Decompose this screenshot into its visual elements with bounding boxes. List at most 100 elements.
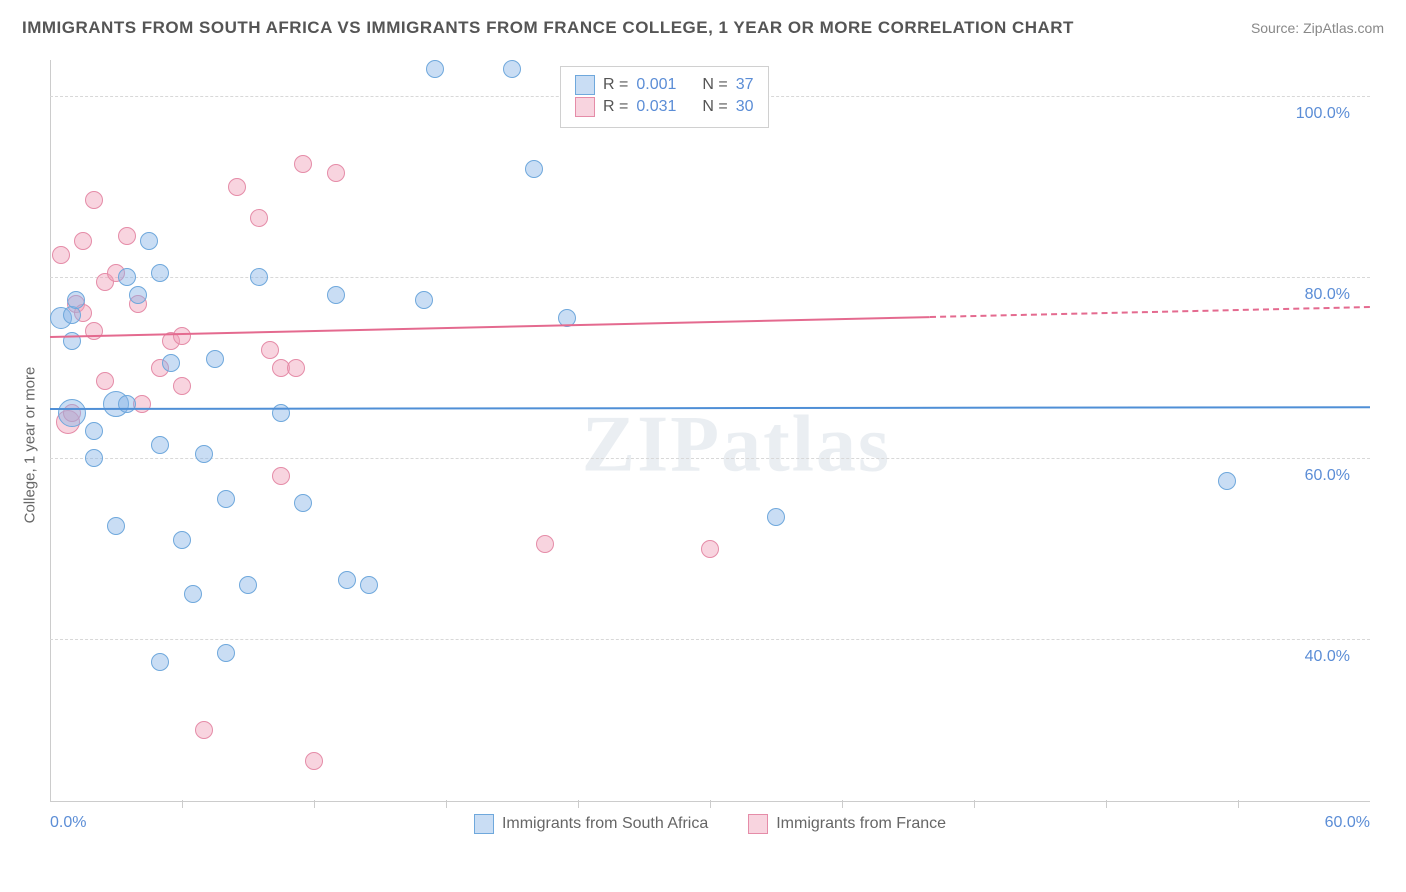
chart-header: IMMIGRANTS FROM SOUTH AFRICA VS IMMIGRAN… bbox=[22, 18, 1384, 38]
gridline bbox=[50, 639, 1370, 640]
watermark-text: ZIPatlas bbox=[582, 400, 891, 491]
data-point bbox=[360, 576, 378, 594]
legend-item: Immigrants from South Africa bbox=[474, 814, 708, 834]
data-point bbox=[261, 341, 279, 359]
data-point bbox=[525, 160, 543, 178]
data-point bbox=[272, 467, 290, 485]
chart-title: IMMIGRANTS FROM SOUTH AFRICA VS IMMIGRAN… bbox=[22, 18, 1074, 38]
legend-n-label: N = bbox=[702, 76, 727, 94]
legend-series-name: Immigrants from France bbox=[776, 815, 946, 833]
data-point bbox=[767, 508, 785, 526]
data-point bbox=[63, 332, 81, 350]
x-tick-mark bbox=[1106, 800, 1107, 808]
data-point bbox=[151, 436, 169, 454]
legend-series-name: Immigrants from South Africa bbox=[502, 815, 708, 833]
x-tick-mark bbox=[710, 800, 711, 808]
data-point bbox=[67, 291, 85, 309]
source-attribution: Source: ZipAtlas.com bbox=[1251, 20, 1384, 36]
correlation-scatter-chart: College, 1 year or more ZIPatlas 40.0%60… bbox=[50, 60, 1370, 830]
y-axis-line bbox=[50, 60, 51, 802]
data-point bbox=[195, 445, 213, 463]
data-point bbox=[173, 327, 191, 345]
legend-swatch bbox=[474, 814, 494, 834]
trend-line bbox=[50, 407, 1370, 411]
x-tick-mark bbox=[446, 800, 447, 808]
legend-swatch bbox=[575, 97, 595, 117]
data-point bbox=[74, 232, 92, 250]
legend-swatch bbox=[748, 814, 768, 834]
legend-n-value: 30 bbox=[736, 98, 754, 116]
y-tick-label: 80.0% bbox=[1305, 286, 1350, 304]
series-legend: Immigrants from South Africa Immigrants f… bbox=[50, 814, 1370, 834]
data-point bbox=[118, 227, 136, 245]
data-point bbox=[701, 540, 719, 558]
legend-stats-row: R = 0.001 N = 37 bbox=[575, 75, 754, 95]
legend-r-label: R = bbox=[603, 98, 628, 116]
legend-item: Immigrants from France bbox=[748, 814, 946, 834]
data-point bbox=[426, 60, 444, 78]
data-point bbox=[250, 268, 268, 286]
data-point bbox=[338, 571, 356, 589]
plot-area: ZIPatlas 40.0%60.0%80.0%100.0%0.0%60.0% bbox=[50, 60, 1370, 830]
data-point bbox=[1218, 472, 1236, 490]
data-point bbox=[294, 494, 312, 512]
legend-r-value: 0.001 bbox=[636, 76, 676, 94]
data-point bbox=[287, 359, 305, 377]
gridline bbox=[50, 458, 1370, 459]
data-point bbox=[107, 517, 125, 535]
data-point bbox=[140, 232, 158, 250]
data-point bbox=[294, 155, 312, 173]
data-point bbox=[536, 535, 554, 553]
stats-legend-box: R = 0.001 N = 37 R = 0.031 N = 30 bbox=[560, 66, 769, 128]
data-point bbox=[217, 644, 235, 662]
y-axis-label: College, 1 year or more bbox=[22, 367, 39, 524]
data-point bbox=[327, 164, 345, 182]
x-tick-mark bbox=[1238, 800, 1239, 808]
y-tick-label: 60.0% bbox=[1305, 467, 1350, 485]
data-point bbox=[133, 395, 151, 413]
data-point bbox=[250, 209, 268, 227]
data-point bbox=[85, 191, 103, 209]
data-point bbox=[184, 585, 202, 603]
gridline bbox=[50, 277, 1370, 278]
data-point bbox=[239, 576, 257, 594]
data-point bbox=[129, 286, 147, 304]
data-point bbox=[305, 752, 323, 770]
data-point bbox=[85, 449, 103, 467]
data-point bbox=[217, 490, 235, 508]
data-point bbox=[415, 291, 433, 309]
data-point bbox=[503, 60, 521, 78]
legend-stats-row: R = 0.031 N = 30 bbox=[575, 97, 754, 117]
legend-r-label: R = bbox=[603, 76, 628, 94]
y-tick-label: 40.0% bbox=[1305, 648, 1350, 666]
x-tick-mark bbox=[578, 800, 579, 808]
x-tick-mark bbox=[974, 800, 975, 808]
data-point bbox=[228, 178, 246, 196]
data-point bbox=[52, 246, 70, 264]
x-tick-mark bbox=[314, 800, 315, 808]
data-point bbox=[206, 350, 224, 368]
data-point bbox=[96, 372, 114, 390]
data-point bbox=[58, 399, 86, 427]
data-point bbox=[173, 377, 191, 395]
data-point bbox=[85, 322, 103, 340]
trend-line-extrapolated bbox=[930, 306, 1370, 318]
y-tick-label: 100.0% bbox=[1296, 105, 1350, 123]
data-point bbox=[118, 395, 136, 413]
data-point bbox=[272, 404, 290, 422]
data-point bbox=[195, 721, 213, 739]
data-point bbox=[151, 264, 169, 282]
data-point bbox=[173, 531, 191, 549]
data-point bbox=[327, 286, 345, 304]
legend-n-value: 37 bbox=[736, 76, 754, 94]
legend-n-label: N = bbox=[702, 98, 727, 116]
legend-r-value: 0.031 bbox=[636, 98, 676, 116]
legend-swatch bbox=[575, 75, 595, 95]
data-point bbox=[63, 306, 81, 324]
x-tick-mark bbox=[182, 800, 183, 808]
data-point bbox=[151, 653, 169, 671]
data-point bbox=[85, 422, 103, 440]
x-tick-mark bbox=[842, 800, 843, 808]
data-point bbox=[162, 354, 180, 372]
data-point bbox=[118, 268, 136, 286]
